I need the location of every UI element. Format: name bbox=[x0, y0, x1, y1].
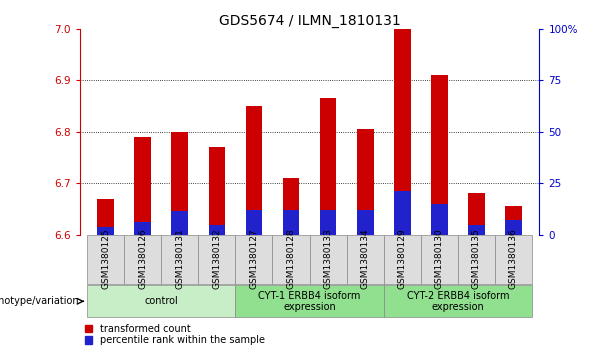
Bar bbox=[320, 98, 337, 234]
Bar bbox=[431, 204, 447, 234]
Bar bbox=[431, 75, 447, 234]
Bar bbox=[384, 234, 421, 284]
Text: GSM1380129: GSM1380129 bbox=[398, 229, 407, 289]
Bar bbox=[87, 234, 124, 284]
Bar bbox=[246, 210, 262, 234]
Bar bbox=[505, 220, 522, 234]
Bar bbox=[357, 211, 373, 234]
Text: GSM1380136: GSM1380136 bbox=[509, 229, 518, 289]
Text: GSM1380135: GSM1380135 bbox=[472, 229, 481, 289]
Bar bbox=[161, 234, 199, 284]
Bar bbox=[320, 210, 337, 234]
Text: GSM1380132: GSM1380132 bbox=[212, 229, 221, 289]
Text: CYT-1 ERBB4 isoform
expression: CYT-1 ERBB4 isoform expression bbox=[258, 290, 361, 312]
Bar bbox=[394, 191, 411, 234]
Bar bbox=[208, 225, 225, 234]
Bar bbox=[394, 29, 411, 234]
Title: GDS5674 / ILMN_1810131: GDS5674 / ILMN_1810131 bbox=[219, 14, 400, 28]
Text: GSM1380127: GSM1380127 bbox=[249, 229, 259, 289]
Bar bbox=[172, 212, 188, 234]
Text: GSM1380134: GSM1380134 bbox=[360, 229, 370, 289]
Text: GSM1380128: GSM1380128 bbox=[286, 229, 295, 289]
Text: GSM1380130: GSM1380130 bbox=[435, 229, 444, 289]
Bar bbox=[87, 285, 235, 317]
Bar bbox=[357, 129, 373, 234]
Bar bbox=[384, 285, 532, 317]
Text: GSM1380126: GSM1380126 bbox=[138, 229, 147, 289]
Bar bbox=[273, 234, 310, 284]
Bar bbox=[124, 234, 161, 284]
Text: CYT-2 ERBB4 isoform
expression: CYT-2 ERBB4 isoform expression bbox=[406, 290, 509, 312]
Bar bbox=[468, 225, 485, 234]
Text: control: control bbox=[145, 296, 178, 306]
Bar bbox=[310, 234, 346, 284]
Bar bbox=[172, 132, 188, 234]
Text: GSM1380131: GSM1380131 bbox=[175, 229, 185, 289]
Text: GSM1380125: GSM1380125 bbox=[101, 229, 110, 289]
Bar bbox=[246, 106, 262, 234]
Bar bbox=[134, 137, 151, 234]
Bar bbox=[458, 234, 495, 284]
Text: genotype/variation: genotype/variation bbox=[0, 296, 79, 306]
Legend: transformed count, percentile rank within the sample: transformed count, percentile rank withi… bbox=[85, 324, 265, 345]
Bar bbox=[468, 193, 485, 234]
Bar bbox=[421, 234, 458, 284]
Bar bbox=[97, 227, 114, 234]
Bar bbox=[235, 234, 273, 284]
Bar bbox=[283, 210, 299, 234]
Bar bbox=[346, 234, 384, 284]
Bar bbox=[199, 234, 235, 284]
Bar bbox=[495, 234, 532, 284]
Bar bbox=[97, 199, 114, 234]
Bar bbox=[134, 222, 151, 234]
Bar bbox=[235, 285, 384, 317]
Text: GSM1380133: GSM1380133 bbox=[324, 229, 333, 289]
Bar bbox=[208, 147, 225, 234]
Bar bbox=[505, 206, 522, 234]
Bar bbox=[283, 178, 299, 234]
